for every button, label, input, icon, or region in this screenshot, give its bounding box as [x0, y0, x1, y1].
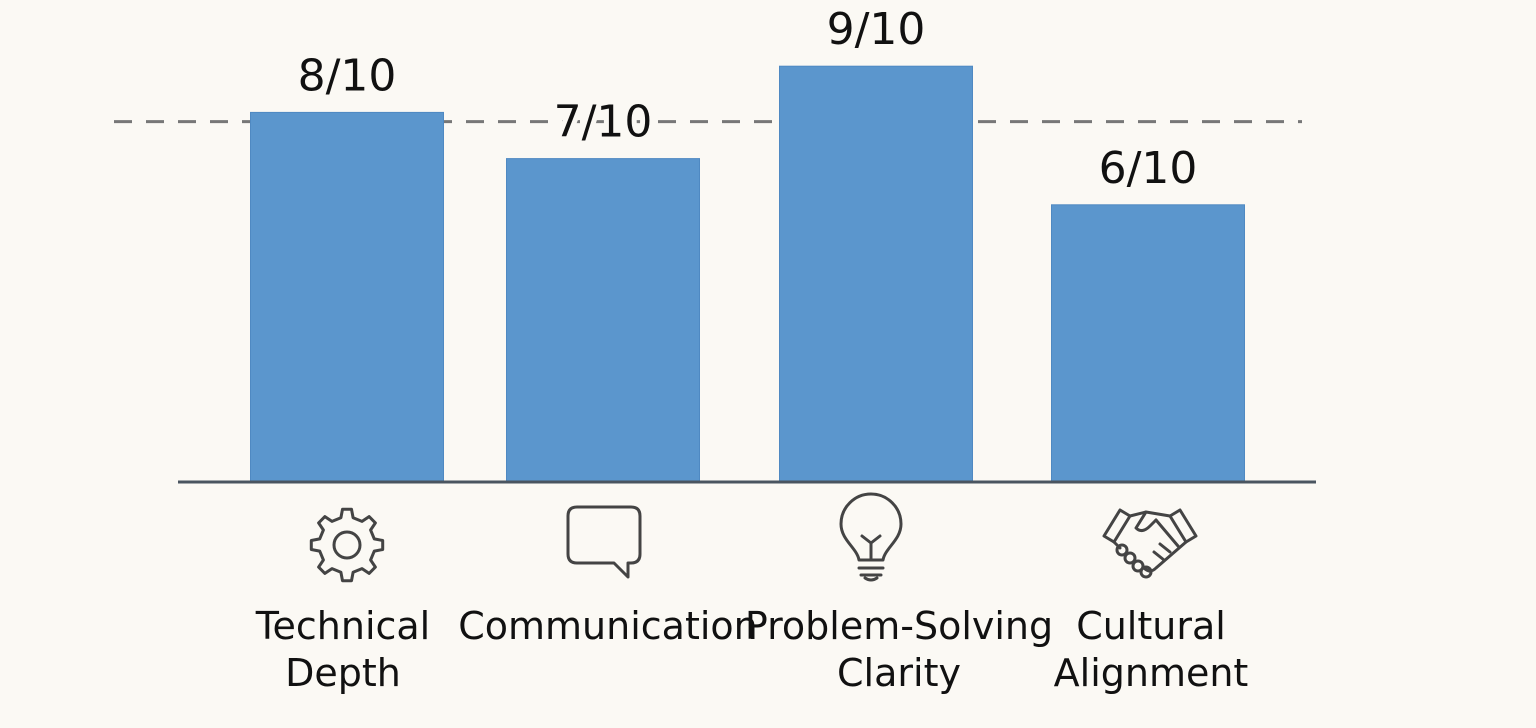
category-label: Clarity [837, 651, 961, 695]
value-label: 8/10 [298, 50, 397, 101]
handshake-icon [1104, 510, 1196, 577]
value-label: 6/10 [1099, 143, 1198, 194]
bar [780, 66, 973, 482]
bar [251, 112, 444, 482]
gear-icon [311, 509, 382, 580]
category-label: Technical [255, 604, 431, 648]
bar [507, 159, 700, 482]
speech-bubble-icon [568, 507, 640, 577]
value-label: 7/10 [554, 97, 653, 148]
value-label: 9/10 [827, 4, 926, 55]
category-label: Alignment [1054, 651, 1249, 695]
lightbulb-icon [841, 494, 901, 580]
category-label: Depth [285, 651, 401, 695]
category-label: Communication [458, 604, 758, 648]
category-label: Cultural [1076, 604, 1226, 648]
category-label: Problem-Solving [745, 604, 1053, 648]
bar [1052, 205, 1245, 482]
